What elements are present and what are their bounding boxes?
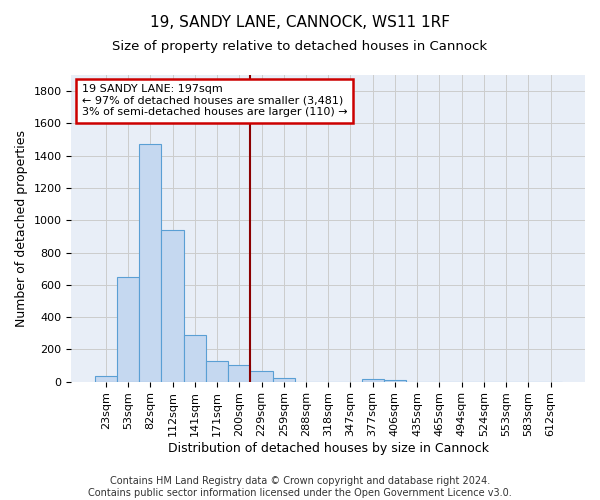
Bar: [206, 362, 228, 382]
Bar: [161, 230, 184, 382]
Bar: [384, 380, 406, 382]
Bar: [228, 366, 250, 382]
Bar: [117, 276, 139, 382]
Text: Size of property relative to detached houses in Cannock: Size of property relative to detached ho…: [112, 40, 488, 53]
Bar: [95, 376, 117, 382]
Text: 19 SANDY LANE: 197sqm
← 97% of detached houses are smaller (3,481)
3% of semi-de: 19 SANDY LANE: 197sqm ← 97% of detached …: [82, 84, 347, 117]
Text: 19, SANDY LANE, CANNOCK, WS11 1RF: 19, SANDY LANE, CANNOCK, WS11 1RF: [150, 15, 450, 30]
X-axis label: Distribution of detached houses by size in Cannock: Distribution of detached houses by size …: [168, 442, 489, 455]
Bar: [250, 371, 272, 382]
Y-axis label: Number of detached properties: Number of detached properties: [15, 130, 28, 327]
Bar: [139, 144, 161, 382]
Bar: [184, 335, 206, 382]
Bar: [272, 378, 295, 382]
Text: Contains HM Land Registry data © Crown copyright and database right 2024.
Contai: Contains HM Land Registry data © Crown c…: [88, 476, 512, 498]
Bar: [362, 379, 384, 382]
